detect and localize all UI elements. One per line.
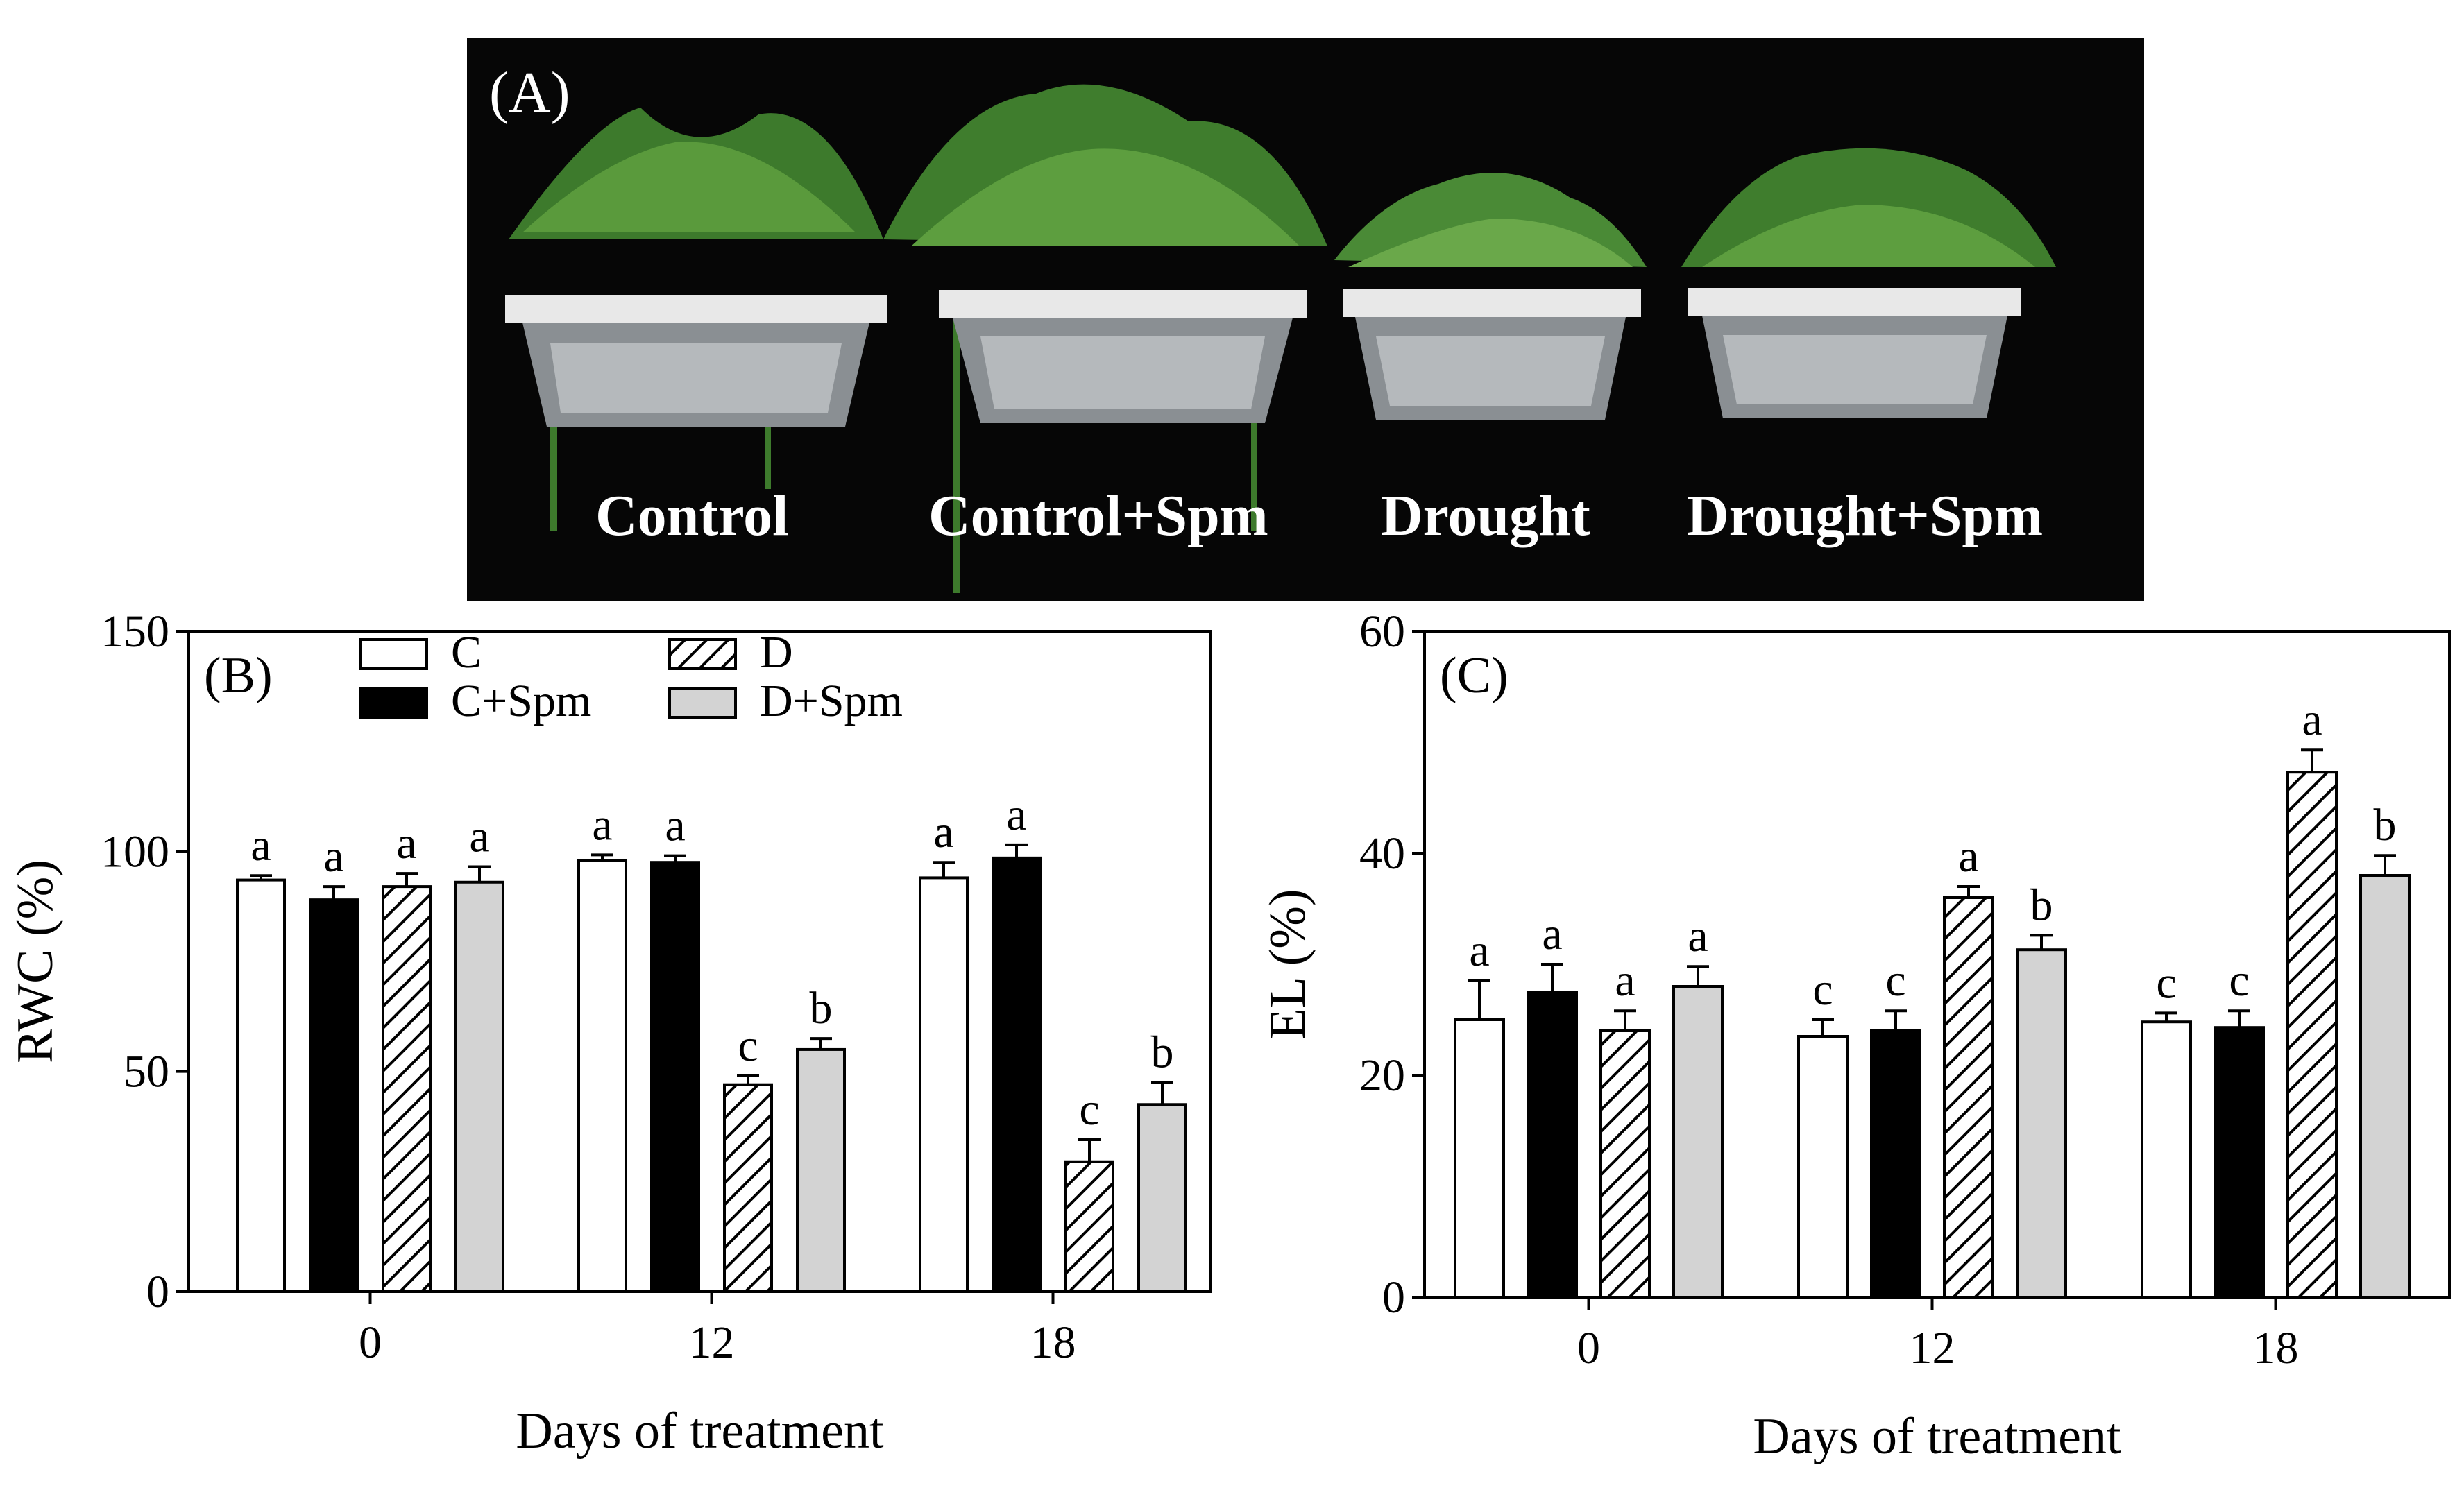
x-tick-label: 12 bbox=[689, 1317, 735, 1368]
significance-letter: b bbox=[810, 983, 833, 1034]
legend-label: D+Spm bbox=[760, 676, 903, 726]
significance-letter: a bbox=[2302, 694, 2322, 745]
significance-letter: a bbox=[1615, 955, 1635, 1006]
chart-rwc: 0 50 100 150 a a a a 0 a a c b 12 a a c b 18 Days of treatm… bbox=[0, 610, 1228, 1490]
y-tick-label: 0 bbox=[146, 1267, 169, 1317]
y-tick-label: 150 bbox=[101, 610, 169, 657]
y-tick-label: 20 bbox=[1359, 1050, 1405, 1101]
legend-swatch bbox=[359, 638, 428, 670]
bar bbox=[1527, 991, 1578, 1299]
pot-drought-spm bbox=[1681, 148, 2056, 418]
pot-drought bbox=[1334, 173, 1647, 420]
significance-letter: a bbox=[323, 831, 343, 882]
bar bbox=[454, 880, 504, 1293]
chart-el: 0 20 40 60 a a a a 0 c c a b 12 c c a b 18 Days of treatmen… bbox=[1235, 610, 2464, 1490]
x-axis-label: Days of treatment bbox=[1753, 1408, 2121, 1465]
significance-letter: a bbox=[1006, 789, 1026, 840]
significance-letter: b bbox=[2030, 880, 2053, 930]
significance-letter: c bbox=[1885, 955, 1905, 1006]
pot-label-control-spm: Control+Spm bbox=[928, 483, 1268, 548]
legend-label: C+Spm bbox=[451, 676, 591, 726]
bar bbox=[236, 878, 286, 1293]
photo-panel: (A) Control Control+Spm Drought Drought+… bbox=[467, 38, 2144, 601]
x-tick-label: 12 bbox=[1910, 1323, 1955, 1373]
x-axis-label: Days of treatment bbox=[516, 1403, 884, 1459]
y-tick-label: 60 bbox=[1359, 610, 1405, 657]
panel-a-label: (A) bbox=[489, 60, 570, 125]
legend-swatch bbox=[668, 687, 737, 719]
bar bbox=[919, 876, 969, 1293]
legend-swatch bbox=[359, 687, 428, 719]
significance-letter: c bbox=[1079, 1084, 1099, 1135]
y-axis-label: RWC (%) bbox=[7, 859, 64, 1063]
x-tick-label: 0 bbox=[359, 1317, 382, 1368]
significance-letter: a bbox=[250, 820, 271, 871]
panel-label: (B) bbox=[204, 647, 273, 704]
significance-letter: b bbox=[1151, 1027, 1174, 1078]
y-axis-label: EL (%) bbox=[1259, 889, 1316, 1039]
bar bbox=[2016, 948, 2067, 1299]
bar bbox=[2214, 1026, 2265, 1299]
bar bbox=[1454, 1018, 1505, 1299]
pot-control-spm bbox=[883, 84, 1327, 593]
bar bbox=[796, 1047, 846, 1294]
bar bbox=[2359, 874, 2411, 1299]
significance-letter: b bbox=[2374, 800, 2397, 850]
significance-letter: c bbox=[2156, 957, 2176, 1008]
bar bbox=[577, 859, 627, 1293]
significance-letter: c bbox=[1812, 964, 1833, 1015]
legend-swatch bbox=[668, 638, 737, 670]
significance-letter: a bbox=[592, 799, 612, 850]
significance-letter: c bbox=[738, 1020, 758, 1071]
y-tick-label: 50 bbox=[124, 1047, 169, 1097]
pot-label-control: Control bbox=[595, 483, 789, 548]
significance-letter: c bbox=[2229, 955, 2249, 1006]
bar bbox=[1943, 896, 1994, 1299]
plant-photo bbox=[467, 38, 2144, 601]
significance-letter: a bbox=[665, 800, 685, 851]
pot-label-drought-spm: Drought+Spm bbox=[1687, 483, 2044, 548]
bar bbox=[2141, 1020, 2192, 1299]
legend-label: D bbox=[760, 627, 793, 678]
significance-letter: a bbox=[933, 807, 953, 857]
y-tick-label: 40 bbox=[1359, 828, 1405, 879]
x-tick-label: 18 bbox=[2253, 1323, 2299, 1373]
significance-letter: a bbox=[396, 818, 416, 868]
y-tick-label: 0 bbox=[1382, 1272, 1405, 1323]
y-tick-label: 100 bbox=[101, 826, 169, 877]
bar bbox=[650, 861, 700, 1293]
bar bbox=[1672, 985, 1724, 1299]
bar bbox=[992, 856, 1042, 1293]
chart-rwc-svg: 0 50 100 150 a a a a 0 a a c b 12 a a c b 18 Days of treatm… bbox=[7, 610, 1212, 1459]
legend-label: C bbox=[451, 627, 482, 678]
significance-letter: a bbox=[1958, 831, 1978, 882]
bar bbox=[2286, 771, 2338, 1299]
significance-letter: a bbox=[1542, 909, 1562, 959]
bar bbox=[1870, 1029, 1921, 1299]
bar bbox=[1137, 1103, 1187, 1293]
chart-el-svg: 0 20 40 60 a a a a 0 c c a b 12 c c a b 18 Days of treatmen… bbox=[1259, 610, 2451, 1465]
bar bbox=[723, 1083, 773, 1293]
x-tick-label: 0 bbox=[1577, 1323, 1600, 1373]
pot-label-drought: Drought bbox=[1381, 483, 1590, 548]
plot-frame bbox=[187, 630, 1212, 1293]
panel-label: (C) bbox=[1440, 647, 1509, 704]
bar bbox=[309, 898, 359, 1293]
bar bbox=[382, 885, 432, 1293]
x-tick-label: 18 bbox=[1030, 1317, 1076, 1368]
plot-frame bbox=[1423, 630, 2451, 1299]
pot-control bbox=[505, 108, 887, 531]
bar bbox=[1064, 1160, 1114, 1293]
significance-letter: a bbox=[1688, 911, 1708, 961]
significance-letter: a bbox=[469, 812, 489, 862]
bar bbox=[1599, 1029, 1651, 1299]
bar bbox=[1797, 1035, 1849, 1299]
significance-letter: a bbox=[1469, 925, 1489, 976]
